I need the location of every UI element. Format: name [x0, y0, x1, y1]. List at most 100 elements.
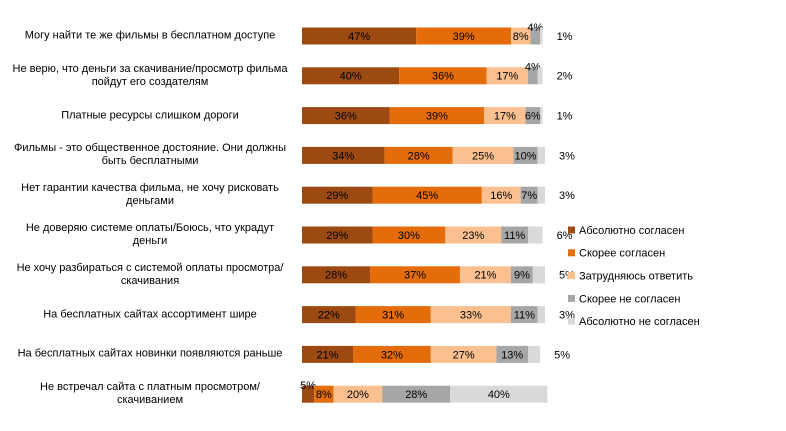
value-label: 21% — [316, 349, 338, 361]
value-label: 39% — [426, 111, 448, 123]
bar-segment — [530, 27, 541, 45]
bar-segment — [481, 186, 521, 204]
category-label: На бесплатных сайтах новинки появляются … — [17, 347, 283, 360]
category-label: Не верю, что деньги за скачивание/просмо… — [12, 62, 288, 88]
category-label: Не хочу разбираться с системой оплаты пр… — [16, 261, 284, 287]
legend-swatch — [568, 226, 575, 234]
value-label: 25% — [472, 150, 494, 162]
bar-segment — [484, 107, 526, 125]
value-label: 4% — [527, 22, 543, 34]
bar-segment — [314, 385, 334, 403]
legend-swatch — [568, 294, 575, 302]
value-label: 16% — [490, 190, 512, 202]
bar-segment — [450, 385, 548, 403]
value-label: 6% — [525, 111, 541, 123]
bar-segment — [384, 146, 453, 164]
legend-label: Скорее согласен — [579, 248, 665, 260]
value-label: 27% — [453, 349, 475, 361]
bar-segment — [430, 306, 511, 324]
value-label: 11% — [514, 310, 535, 322]
value-label: 32% — [381, 349, 403, 361]
value-label: 8% — [513, 31, 529, 43]
bar-segment — [302, 27, 417, 45]
category-label: Нет гарантии качества фильма, не хочу ри… — [21, 182, 279, 208]
value-label: 21% — [474, 270, 496, 282]
legend-label: Затрудняюсь ответить — [579, 271, 693, 283]
bar-segment — [537, 306, 545, 324]
category-label: Фильмы - это общественное достояние. Они… — [14, 142, 286, 168]
bar-segment — [302, 385, 315, 403]
value-label: 5% — [554, 349, 570, 361]
legend-swatch — [568, 317, 575, 325]
bar-segment — [353, 345, 431, 363]
value-label: 31% — [382, 310, 404, 322]
value-label: 28% — [408, 150, 430, 162]
value-label: 40% — [488, 389, 510, 401]
bar-segment — [486, 67, 528, 85]
value-label: 4% — [525, 62, 541, 74]
bar-segment — [430, 345, 497, 363]
category-label: Не встречал сайта с платным просмотром/с… — [40, 381, 260, 407]
value-label: 8% — [316, 389, 332, 401]
legend-swatch — [568, 272, 575, 280]
category-label: Не доверяю системе оплаты/Боюсь, что укр… — [25, 222, 275, 247]
bar-segment — [540, 107, 543, 125]
bar-segment — [520, 186, 538, 204]
category-label: На бесплатных сайтах ассортимент шире — [43, 308, 257, 321]
category-label: Платные ресурсы слишком дороги — [61, 109, 239, 122]
bar-segment — [302, 107, 390, 125]
value-label: 45% — [416, 190, 438, 202]
bar-segment — [372, 226, 446, 244]
value-label: 20% — [347, 389, 369, 401]
legend-label: Абсолютно согласен — [579, 225, 684, 237]
bar-segment — [510, 306, 538, 324]
bar-segment — [537, 146, 545, 164]
bar-segment — [540, 27, 543, 45]
value-label: 39% — [453, 31, 475, 43]
value-label: 28% — [405, 389, 427, 401]
value-label: 9% — [514, 270, 530, 282]
value-label: 1% — [557, 111, 573, 123]
value-label: 3% — [559, 190, 575, 202]
bar-segment — [302, 186, 373, 204]
bar-segment — [525, 107, 541, 125]
value-label: 40% — [340, 71, 362, 83]
bar-segment — [452, 146, 514, 164]
value-label: 2% — [557, 71, 573, 83]
value-label: 13% — [501, 349, 523, 361]
value-label: 37% — [404, 270, 426, 282]
bar-segment — [372, 186, 482, 204]
bar-segment — [501, 226, 528, 244]
bar-segment — [532, 266, 545, 284]
bar-segment — [302, 266, 371, 284]
value-label: 36% — [335, 111, 357, 123]
value-label: 36% — [432, 71, 454, 83]
bar-segment — [510, 266, 533, 284]
legend-label: Абсолютно не согласен — [579, 316, 700, 328]
legend-label: Скорее не согласен — [579, 293, 680, 305]
value-label: 17% — [496, 71, 518, 83]
bar-segment — [537, 67, 543, 85]
value-label: 33% — [460, 310, 482, 322]
value-label: 11% — [504, 230, 525, 242]
bar-segment — [355, 306, 431, 324]
category-label: Могу найти те же фильмы в бесплатном дос… — [24, 29, 276, 42]
value-label: 3% — [559, 150, 575, 162]
bar-segment — [333, 385, 383, 403]
bar-segment — [302, 226, 373, 244]
bar-segment — [445, 226, 502, 244]
value-label: 28% — [325, 270, 347, 282]
bar-segment — [399, 67, 487, 85]
value-label: 1% — [557, 31, 573, 43]
bar-segment — [527, 345, 541, 363]
bar-segment — [302, 345, 354, 363]
value-label: 23% — [462, 230, 484, 242]
bar-segment — [496, 345, 528, 363]
value-label: 5% — [300, 380, 316, 392]
bar-segment — [510, 27, 531, 45]
bar-segment — [459, 266, 511, 284]
value-label: 47% — [348, 31, 370, 43]
legend-swatch — [568, 249, 575, 257]
value-label: 30% — [398, 230, 420, 242]
